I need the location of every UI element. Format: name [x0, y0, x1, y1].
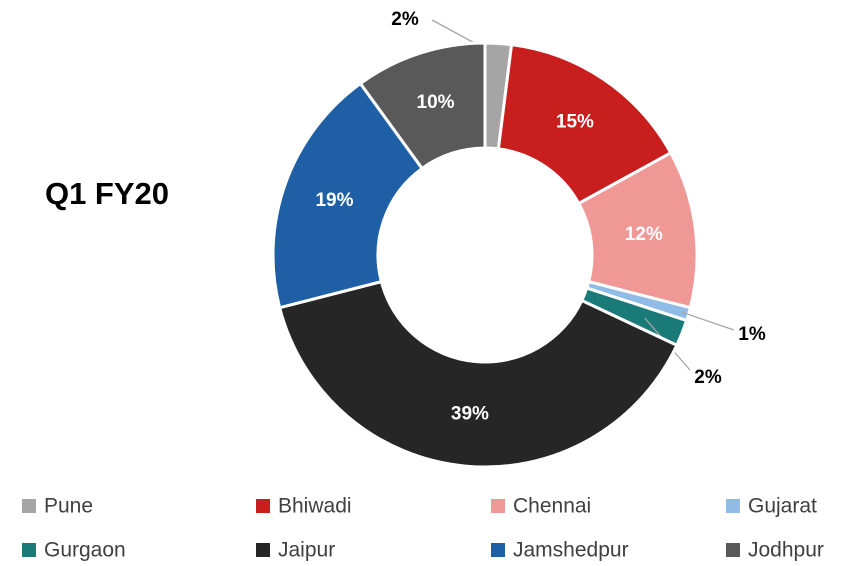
legend-swatch	[256, 543, 270, 557]
donut-slice	[496, 42, 673, 206]
data-label: 1%	[738, 324, 766, 345]
data-label: 2%	[391, 9, 419, 30]
legend-label: Gurgaon	[44, 539, 126, 562]
legend-swatch	[491, 499, 505, 513]
data-label: 2%	[694, 367, 722, 388]
legend-swatch	[726, 499, 740, 513]
legend-swatch	[22, 499, 36, 513]
data-label: 10%	[417, 92, 455, 113]
donut-slice	[277, 279, 679, 469]
data-label: 15%	[556, 112, 594, 133]
legend-swatch	[726, 543, 740, 557]
legend-swatch	[256, 499, 270, 513]
legend-label: Chennai	[513, 495, 591, 518]
legend-label: Jaipur	[278, 539, 335, 562]
data-label: 39%	[451, 403, 489, 424]
legend-label: Jodhpur	[748, 539, 824, 562]
leader-line	[681, 311, 735, 331]
legend-swatch	[22, 543, 36, 557]
data-label: 12%	[625, 224, 663, 245]
legend-label: Jamshedpur	[513, 539, 629, 562]
legend-label: Pune	[44, 495, 93, 518]
legend-label: Gujarat	[748, 495, 817, 518]
data-label: 19%	[315, 190, 353, 211]
legend-swatch	[491, 543, 505, 557]
donut-slice	[358, 41, 487, 171]
leader-line	[431, 19, 498, 56]
donut-slice	[271, 81, 425, 310]
chart-title: Q1 FY20	[45, 176, 169, 211]
legend-label: Bhiwadi	[278, 495, 352, 518]
